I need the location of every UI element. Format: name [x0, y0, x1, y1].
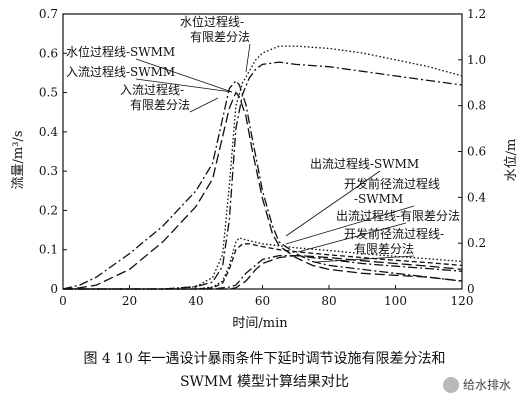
- axes: 0 20 40 60 80 100 12000.10.20.30.40.50.60.700.…: [39, 7, 487, 308]
- series-line-2: [62, 79, 463, 290]
- annotation-label-3: 入流过程线-有限差分法: [120, 82, 190, 112]
- annotation-label-1: 水位过程线-SWMM: [66, 44, 175, 59]
- annotation-leader-5: [285, 205, 415, 245]
- y-axis-left-label: 流量/m³/s: [11, 131, 26, 190]
- y-right-tick-label-2: 0.4: [467, 190, 486, 204]
- y-left-tick-label-5: 0.5: [39, 86, 58, 100]
- y-left-tick-label-0: 0: [50, 282, 58, 296]
- annotation-label-6: 出流过程线-有限差分法: [336, 208, 460, 223]
- x-tick-label-5: 100: [384, 294, 407, 308]
- x-tick-label-6: 120: [451, 294, 474, 308]
- y-right-tick-label-5: 1.0: [467, 53, 486, 67]
- series-line-5: [63, 243, 463, 290]
- annotation-label-0: 水位过程线-有限差分法: [180, 14, 250, 44]
- annotation-label-4: 出流过程线-SWMM: [310, 156, 419, 171]
- annotation-label-2: 入流过程线-SWMM: [66, 64, 175, 79]
- chart: 0 20 40 60 80 100 12000.10.20.30.40.50.60.700.…: [11, 7, 519, 331]
- series-line-3: [62, 91, 463, 290]
- annotation-label-5: 开发前径流过程线-SWMM: [344, 176, 440, 206]
- x-tick-label-2: 40: [188, 294, 203, 308]
- x-tick-label-0: 0: [59, 294, 67, 308]
- series-line-7: [63, 254, 463, 290]
- y-left-tick-label-3: 0.3: [39, 164, 58, 178]
- y-right-tick-label-0: 0: [467, 282, 475, 296]
- x-tick-label-3: 60: [255, 294, 270, 308]
- x-axis-label: 时间/min: [232, 316, 288, 331]
- annotation-leader-1: [135, 58, 233, 93]
- y-right-tick-label-6: 1.2: [467, 7, 486, 21]
- y-left-tick-label-4: 0.4: [39, 125, 58, 139]
- y-right-tick-label-4: 0.8: [467, 99, 486, 113]
- y-left-tick-label-7: 0.7: [39, 7, 58, 21]
- annotation-leader-3: [189, 97, 219, 113]
- x-tick-label-4: 80: [321, 294, 336, 308]
- y-axis-right-label: 水位/m: [504, 139, 519, 182]
- annotation-leader-0: [245, 43, 251, 73]
- figure-caption-line-1: 图 4 10 年一遇设计暴雨条件下延时调节设施有限差分法和: [83, 351, 446, 367]
- watermark: 给水排水: [442, 376, 511, 393]
- y-left-tick-label-2: 0.2: [39, 203, 58, 217]
- figure-caption-line-2: SWMM 模型计算结果对比: [179, 374, 350, 390]
- annotation-leader-4: [285, 170, 381, 237]
- y-right-tick-label-3: 0.6: [467, 145, 486, 159]
- annotation-label-7: 开发前径流过程线-有限差分法: [344, 226, 444, 256]
- wechat-icon: [442, 376, 459, 393]
- annotation-leader-2: [135, 78, 233, 93]
- annotation-leader-7: [315, 255, 415, 263]
- y-left-tick-label-6: 0.6: [39, 46, 58, 60]
- series-layer: [62, 45, 463, 290]
- x-tick-label-1: 20: [122, 294, 137, 308]
- annotation-leader-6: [297, 222, 407, 253]
- y-left-tick-label-1: 0.1: [39, 243, 58, 257]
- watermark-text: 给水排水: [462, 378, 511, 392]
- y-right-tick-label-1: 0.2: [467, 236, 486, 250]
